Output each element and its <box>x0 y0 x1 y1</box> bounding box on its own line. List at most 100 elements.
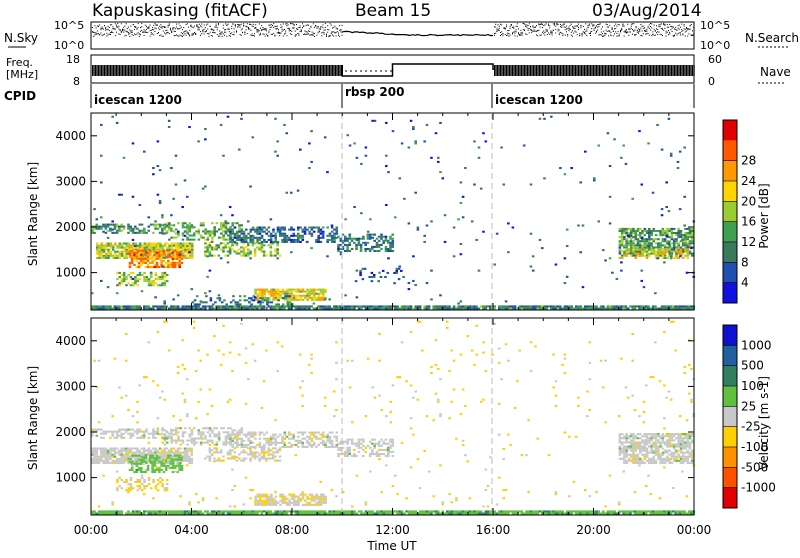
heatmap-cell <box>648 238 651 240</box>
heatmap-cell <box>315 293 318 295</box>
noise-dot <box>327 25 328 26</box>
noise-dot <box>249 24 250 25</box>
heatmap-cell <box>193 235 196 237</box>
noise-dot <box>192 27 193 28</box>
heatmap-cell <box>337 244 340 246</box>
heatmap-cell <box>107 305 110 307</box>
noise-dot <box>100 33 101 34</box>
heatmap-cell <box>112 245 115 247</box>
heatmap-cell <box>129 252 132 254</box>
heatmap-cell <box>140 469 143 471</box>
heatmap-cell <box>134 452 137 454</box>
heatmap-cell <box>156 258 159 260</box>
heatmap-cell <box>623 246 626 248</box>
noise-dot <box>594 30 595 31</box>
heatmap-cell <box>691 236 694 238</box>
heatmap-cell <box>619 249 622 251</box>
heatmap-cell <box>102 226 105 228</box>
heatmap-cell <box>182 233 185 235</box>
frequency-dot <box>197 65 198 76</box>
heatmap-cell <box>659 244 662 246</box>
noise-dot <box>582 34 583 35</box>
heatmap-cell <box>647 305 650 307</box>
noise-dot <box>231 32 232 33</box>
heatmap-cell <box>689 244 692 246</box>
noise-dot <box>324 34 325 35</box>
heatmap-cell <box>514 308 517 310</box>
heatmap-cell <box>176 262 179 264</box>
heatmap-cell <box>681 305 684 307</box>
heatmap-cell <box>140 254 143 256</box>
heatmap-cell <box>188 450 191 452</box>
heatmap-cell <box>130 479 133 481</box>
heatmap-cell <box>100 216 103 218</box>
heatmap-cell <box>232 299 235 301</box>
noise-dot <box>686 27 687 28</box>
noise-dot <box>672 28 673 29</box>
heatmap-cell <box>268 301 271 303</box>
heatmap-cell <box>130 245 133 247</box>
heatmap-cell <box>297 289 300 291</box>
heatmap-cell <box>650 242 653 244</box>
cpid-band: CPID icescan 1200 rbsp 200 icescan 1200 <box>4 84 694 108</box>
noise-dot <box>163 36 164 37</box>
noise-dot <box>134 26 135 27</box>
heatmap-cell <box>655 234 658 236</box>
noise-dot <box>601 32 602 33</box>
heatmap-cell <box>189 230 192 232</box>
colorbar-swatch <box>723 181 737 202</box>
heatmap-cell <box>595 308 598 310</box>
heatmap-cell <box>302 295 305 297</box>
heatmap-cell <box>677 167 680 169</box>
heatmap-cell <box>158 256 161 258</box>
noise-dot <box>663 24 664 25</box>
heatmap-cell <box>231 229 234 231</box>
heatmap-cell <box>114 460 117 462</box>
heatmap-cell <box>271 301 274 303</box>
frequency-dot <box>104 65 105 76</box>
heatmap-cell <box>358 308 361 310</box>
heatmap-cell <box>151 457 154 459</box>
heatmap-cell <box>143 479 146 481</box>
noise-dot <box>220 32 221 33</box>
frequency-dot <box>691 65 692 76</box>
heatmap-cell <box>638 305 641 307</box>
heatmap-cell <box>191 235 194 237</box>
heatmap-cell <box>119 257 122 259</box>
heatmap-cell <box>200 431 203 433</box>
frequency-dot <box>541 65 542 76</box>
heatmap-cell <box>674 308 677 310</box>
noise-dot <box>578 24 579 25</box>
heatmap-cell <box>150 452 153 454</box>
heatmap-cell <box>156 250 159 252</box>
heatmap-cell <box>127 433 130 435</box>
heatmap-cell <box>650 230 653 232</box>
heatmap-cell <box>435 308 438 310</box>
heatmap-cell <box>174 465 177 467</box>
heatmap-cell <box>144 247 147 249</box>
heatmap-cell <box>322 293 325 295</box>
frequency-dot <box>176 65 177 76</box>
heatmap-cell <box>654 292 657 294</box>
heatmap-cell <box>258 248 261 250</box>
noise-dot <box>512 27 513 28</box>
heatmap-cell <box>191 452 194 454</box>
heatmap-cell <box>295 241 298 243</box>
heatmap-cell <box>464 308 467 310</box>
noise-dot <box>591 31 592 32</box>
heatmap-cell <box>189 257 192 259</box>
heatmap-cell <box>200 433 203 435</box>
heatmap-cell <box>380 234 383 236</box>
noise-dot <box>128 34 129 35</box>
heatmap-cell <box>207 239 210 241</box>
heatmap-cell <box>127 458 130 460</box>
noise-dot <box>646 29 647 30</box>
heatmap-cell <box>206 244 209 246</box>
heatmap-cell <box>163 454 166 456</box>
heatmap-cell <box>127 228 130 230</box>
heatmap-cell <box>471 220 474 222</box>
heatmap-cell <box>290 192 293 194</box>
heatmap-cell <box>165 461 168 463</box>
heatmap-cell <box>362 242 365 244</box>
heatmap-cell <box>661 308 664 310</box>
